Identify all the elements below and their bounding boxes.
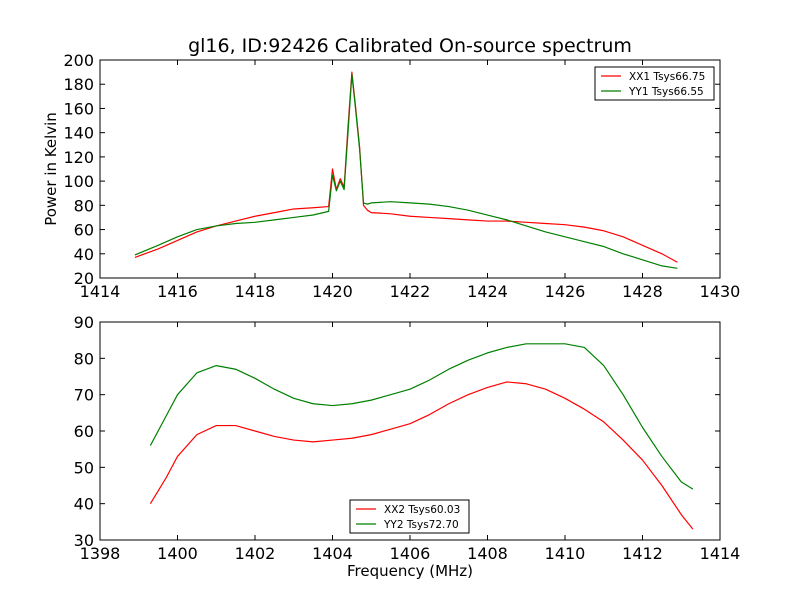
x-tick-label: 1414 [80, 282, 121, 301]
y-tick-label: 100 [63, 172, 94, 191]
x-tick-label: 1400 [157, 544, 198, 563]
legend-label: XX1 Tsys66.75 [629, 71, 705, 83]
y-tick-label: 50 [74, 458, 94, 477]
y-tick-label: 60 [74, 422, 94, 441]
x-tick-label: 1426 [545, 282, 586, 301]
legend: XX1 Tsys66.75 YY1 Tsys66.55 [594, 66, 715, 101]
legend-box [349, 499, 470, 534]
chart-title: gl16, ID:92426 Calibrated On-source spec… [188, 35, 632, 57]
series-line-1 [149, 381, 694, 530]
x-tick-label: 1414 [700, 544, 741, 563]
x-tick-label: 1402 [235, 544, 276, 563]
y-tick-label: 200 [63, 51, 94, 70]
x-tick-label: 1430 [700, 282, 741, 301]
y-tick-label: 80 [74, 349, 94, 368]
legend-box [594, 66, 715, 101]
y-tick-label: 70 [74, 386, 94, 405]
chart-panel-2: 1398 1400 1402 1404 1406 1408 1410 1412 1414 30 40… [74, 313, 741, 580]
series-line-2 [149, 343, 694, 490]
legend-label: YY2 Tsys72.70 [383, 519, 459, 531]
x-tick-label: 1404 [312, 544, 353, 563]
x-tick-label: 1428 [622, 282, 663, 301]
chart-panel-1: 1414 1416 1418 1420 1422 1424 1426 1428 1430 20 40… [42, 35, 740, 301]
x-tick-label: 1398 [80, 544, 121, 563]
x-tick-label: 1410 [545, 544, 586, 563]
x-tick-label: 1412 [622, 544, 663, 563]
x-tick-label: 1408 [467, 544, 508, 563]
y-tick-label: 160 [63, 99, 94, 118]
y-tick-label: 60 [74, 221, 94, 240]
legend: XX2 Tsys60.03 YY2 Tsys72.70 [349, 499, 470, 534]
y-tick-label: 180 [63, 75, 94, 94]
x-tick-label: 1418 [235, 282, 276, 301]
series-line-2 [134, 73, 678, 269]
y-tick-label: 90 [74, 313, 94, 332]
y-tick-label: 140 [63, 124, 94, 143]
legend-label: YY1 Tsys66.55 [628, 86, 704, 98]
y-axis-label: Power in Kelvin [42, 112, 60, 226]
legend-label: XX2 Tsys60.03 [384, 504, 460, 516]
x-axis-label: Frequency (MHz) [347, 562, 473, 580]
x-tick-label: 1420 [312, 282, 353, 301]
series-line-1 [134, 71, 678, 263]
x-tick-label: 1406 [390, 544, 431, 563]
x-tick-label: 1416 [157, 282, 198, 301]
y-tick-label: 40 [74, 495, 94, 514]
y-tick-label: 40 [74, 245, 94, 264]
y-tick-label: 80 [74, 196, 94, 215]
y-tick-label: 120 [63, 148, 94, 167]
y-tick-label: 30 [74, 531, 94, 550]
x-tick-label: 1422 [390, 282, 431, 301]
y-tick-label: 20 [74, 269, 94, 288]
x-tick-label: 1424 [467, 282, 508, 301]
